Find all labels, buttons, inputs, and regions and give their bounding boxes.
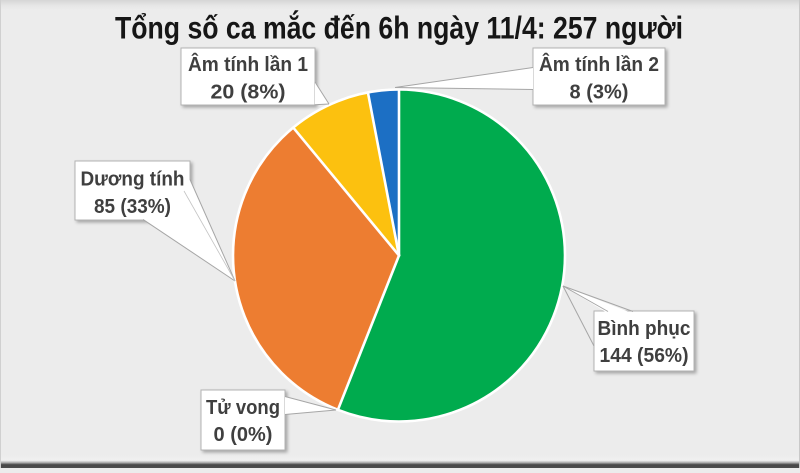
- svg-text:20 (8%): 20 (8%): [211, 82, 286, 104]
- svg-text:85 (33%): 85 (33%): [94, 196, 171, 218]
- svg-text:144 (56%): 144 (56%): [600, 345, 689, 367]
- svg-text:Dương tính: Dương tính: [81, 169, 185, 191]
- svg-text:0 (0%): 0 (0%): [214, 424, 273, 446]
- svg-text:Âm tính lần 2: Âm tính lần 2: [539, 52, 659, 76]
- svg-text:8 (3%): 8 (3%): [570, 82, 629, 104]
- svg-text:Bình phục: Bình phục: [598, 318, 691, 340]
- svg-text:Tử vong: Tử vong: [206, 397, 280, 419]
- svg-text:Tổng số ca mắc đến 6h ngày 11/: Tổng số ca mắc đến 6h ngày 11/4: 257 ngư…: [115, 10, 683, 46]
- svg-text:Âm tính lần 1: Âm tính lần 1: [188, 52, 308, 76]
